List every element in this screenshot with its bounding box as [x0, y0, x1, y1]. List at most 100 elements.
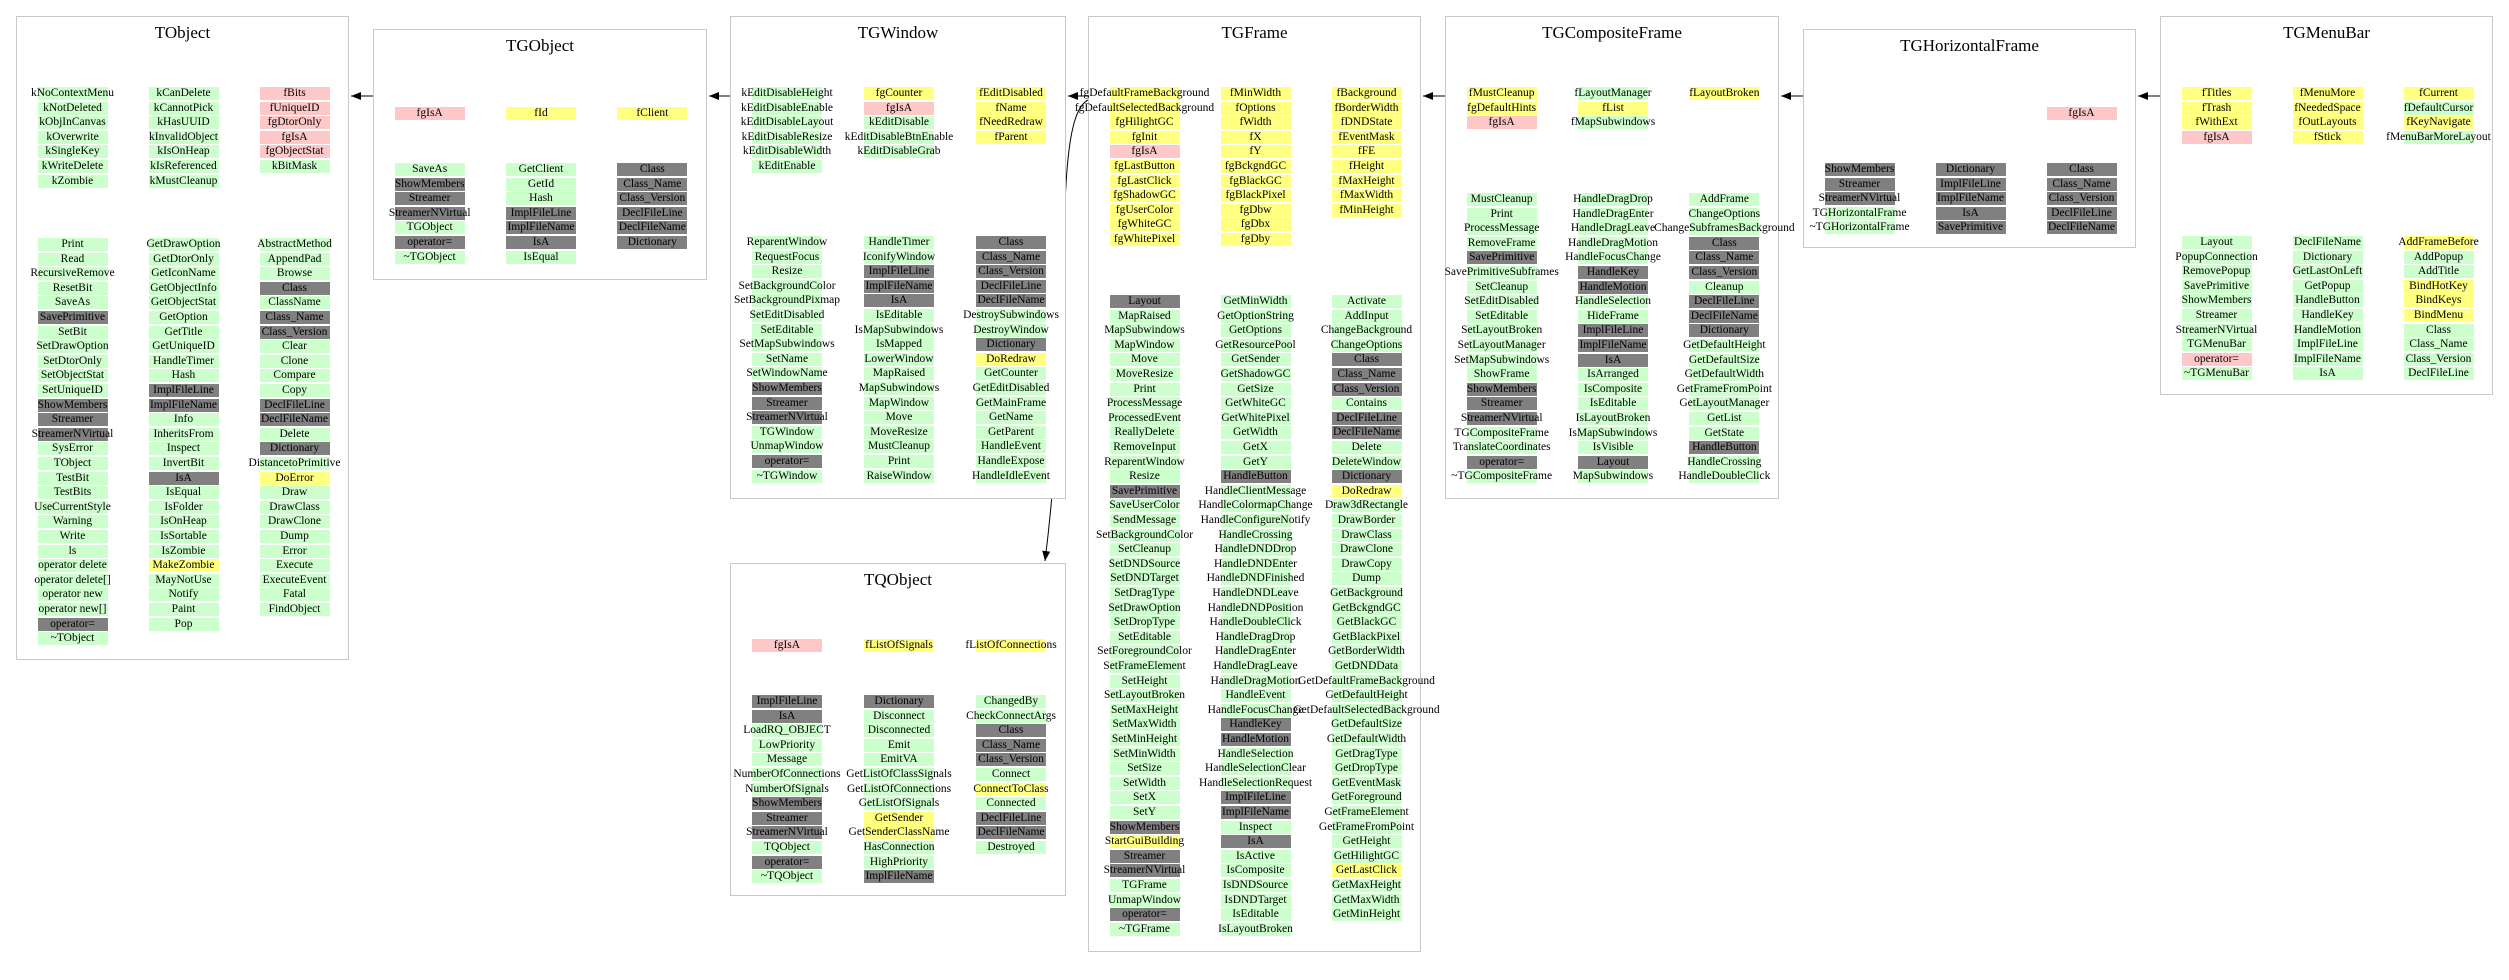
method: operator=: [2181, 352, 2252, 366]
method: GetObjectStat: [148, 296, 219, 310]
method: HandleKey: [2292, 309, 2363, 322]
method: AddPopup: [2403, 250, 2474, 264]
data-member: fgShadowGC: [1109, 189, 1180, 203]
method: SetEditable: [1109, 630, 1180, 644]
data-member: fgDtorOnly: [259, 116, 330, 130]
class-title: TGMenuBar: [2283, 23, 2370, 42]
method: Class_Name: [1331, 368, 1402, 381]
method: SetCleanup: [1109, 543, 1180, 557]
method: GetUniqueID: [148, 340, 219, 354]
method: ShowMembers: [752, 382, 822, 395]
data-member: kEditDisableBtnEnable: [844, 130, 954, 144]
data-member: fMinWidth: [1220, 87, 1291, 100]
method: SetForegroundColor: [1097, 645, 1192, 659]
data-member: fName: [976, 101, 1046, 115]
method: Dictionary: [976, 338, 1046, 352]
method: Class: [617, 163, 688, 176]
method: EmitVA: [864, 753, 934, 767]
method: TestBit: [37, 471, 108, 485]
method: ReparentWindow: [746, 236, 828, 249]
method: NumberOfConnections: [733, 768, 841, 781]
method: SetDrawOption: [1108, 601, 1181, 615]
method: Inspect: [148, 442, 219, 456]
method: Class_Name: [617, 177, 688, 191]
method: Class_Version: [2046, 192, 2117, 206]
method: Activate: [1331, 295, 1402, 308]
method: HandleDragEnter: [1572, 207, 1654, 221]
method: TQObject: [752, 841, 822, 854]
method: GetHilightGC: [1331, 849, 1402, 863]
data-member: fgWhiteGC: [1109, 218, 1180, 232]
method: SetWindowName: [746, 367, 828, 381]
data-member: fWithExt: [2181, 116, 2252, 130]
data-member: kEditDisableGrab: [857, 145, 941, 159]
method: Draw3dRectangle: [1324, 499, 1409, 513]
method: Streamer: [752, 396, 822, 410]
method: TGMenuBar: [2181, 338, 2252, 352]
method: operator=: [752, 455, 822, 468]
method: MapWindow: [864, 396, 934, 410]
method: MapSubwindows: [1572, 470, 1654, 484]
method: Print: [37, 238, 108, 251]
method: SetLayoutBroken: [1461, 324, 1543, 338]
method: Class_Name: [976, 738, 1046, 752]
method: operator=: [1109, 908, 1180, 922]
method: DeclFileName: [976, 294, 1046, 308]
method: DeclFileName: [617, 221, 688, 235]
method: ImplFileName: [1935, 192, 2006, 206]
method: AddInput: [1331, 309, 1402, 323]
method: SetMinWidth: [1109, 747, 1180, 761]
method: HandleButton: [2292, 294, 2363, 308]
method: HandleDNDFinished: [1206, 572, 1305, 586]
data-member: fMinHeight: [1331, 203, 1402, 217]
method: Print: [1466, 207, 1537, 221]
method: TGFrame: [1109, 879, 1180, 892]
method: GetY: [1220, 455, 1291, 469]
data-member: fgCounter: [864, 87, 934, 100]
method: IsLayoutBroken: [1218, 922, 1293, 936]
method: Connected: [976, 797, 1046, 811]
method: GetPopup: [2292, 279, 2363, 293]
method: IsArranged: [1578, 368, 1648, 382]
method: Print: [864, 455, 934, 468]
method: SetName: [752, 352, 822, 366]
method: DeleteWindow: [1331, 455, 1402, 469]
method: GetBlackPixel: [1331, 630, 1402, 644]
method: HandleButton: [1220, 470, 1291, 484]
data-member: kEditDisableWidth: [742, 145, 832, 159]
method: GetListOfClassSignals: [846, 768, 952, 781]
method: ConnectToClass: [973, 782, 1049, 796]
method: IsActive: [1220, 849, 1291, 863]
data-member: kWriteDelete: [37, 160, 108, 173]
method: ProcessMessage: [1463, 222, 1540, 236]
method: operator delete[]: [34, 573, 111, 587]
method: TGObject: [394, 221, 465, 235]
data-member: fWidth: [1220, 116, 1291, 130]
method: HandleDragLeave: [1570, 222, 1656, 236]
method: DeclFileLine: [617, 206, 688, 220]
method: SetUniqueID: [37, 384, 108, 397]
method: StreamerNVirtual: [746, 826, 828, 840]
method: GetOption: [148, 311, 219, 324]
data-member: kNotDeleted: [37, 101, 108, 115]
method: GetDtorOnly: [148, 252, 219, 266]
method: HandleIdleEvent: [972, 469, 1050, 483]
method: DeclFileLine: [2046, 206, 2117, 220]
method: SetLayoutBroken: [1103, 689, 1186, 703]
method: HandleDragMotion: [1210, 674, 1301, 688]
class-node: TGHorizontalFrame fgIsA ShowMembers Streame…: [1803, 29, 2136, 248]
method: IsVisible: [1578, 441, 1648, 455]
data-member: fgDefaultHints: [1466, 101, 1537, 115]
method: IsA: [864, 294, 934, 308]
method: IsFolder: [148, 500, 219, 514]
method: SetHeight: [1109, 674, 1180, 688]
method: SavePrimitiveSubframes: [1444, 266, 1559, 279]
class-title: TGObject: [506, 36, 574, 55]
method: Contains: [1331, 397, 1402, 411]
method: GetDefaultHeight: [1683, 339, 1766, 352]
method: AddTitle: [2403, 265, 2474, 279]
method: SetMapSubwindows: [739, 338, 835, 352]
method: BindKeys: [2403, 294, 2474, 308]
method: GetDefaultWidth: [1684, 368, 1765, 382]
method: Streamer: [1466, 397, 1537, 411]
